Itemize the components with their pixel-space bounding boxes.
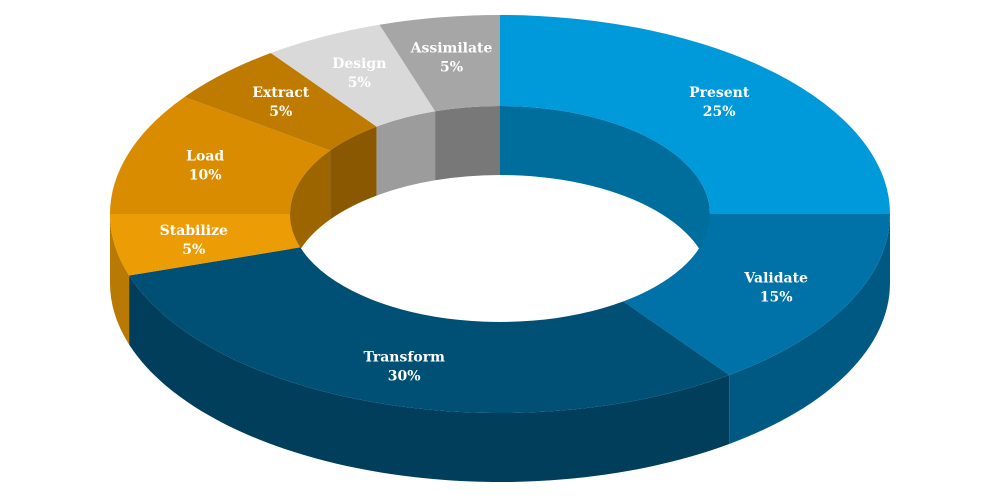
slice-label-stabilize: Stabilize xyxy=(160,223,228,239)
slice-value-stabilize: 5% xyxy=(182,242,205,258)
outer-wall-transform xyxy=(129,275,730,482)
slice-stabilize xyxy=(110,214,301,276)
inner-wall-present xyxy=(500,106,710,283)
slice-label-present: Present xyxy=(689,85,750,101)
slice-label-transform: Transform xyxy=(363,350,445,366)
slice-assimilate xyxy=(379,14,500,112)
slice-extract xyxy=(184,53,377,151)
slice-label-validate: Validate xyxy=(743,270,808,286)
slice-value-assimilate: 5% xyxy=(440,60,463,76)
inner-wall-extract xyxy=(330,126,377,220)
donut-top xyxy=(109,14,890,413)
slice-label-assimilate: Assimilate xyxy=(410,41,493,57)
slice-value-extract: 5% xyxy=(269,104,292,120)
slice-design xyxy=(270,24,436,127)
slice-value-load: 10% xyxy=(189,168,222,184)
outer-wall-stabilize xyxy=(110,214,130,345)
inner-wall-design xyxy=(376,111,436,196)
slice-validate xyxy=(623,214,890,375)
slice-transform xyxy=(129,247,730,413)
slice-label-extract: Extract xyxy=(252,85,309,101)
slice-value-transform: 30% xyxy=(388,369,421,385)
slice-load xyxy=(109,97,331,214)
slice-labels: Present 25% Validate 15% Transform 30% Stabili… xyxy=(160,41,808,385)
slice-value-design: 5% xyxy=(348,75,371,91)
outer-wall-validate xyxy=(729,214,890,444)
inner-wall-assimilate xyxy=(435,106,500,181)
donut-walls xyxy=(110,106,890,482)
slice-value-validate: 15% xyxy=(760,289,793,305)
slice-label-design: Design xyxy=(332,56,386,72)
slice-value-present: 25% xyxy=(703,104,736,120)
slice-present xyxy=(500,15,890,214)
slice-label-load: Load xyxy=(186,149,224,165)
